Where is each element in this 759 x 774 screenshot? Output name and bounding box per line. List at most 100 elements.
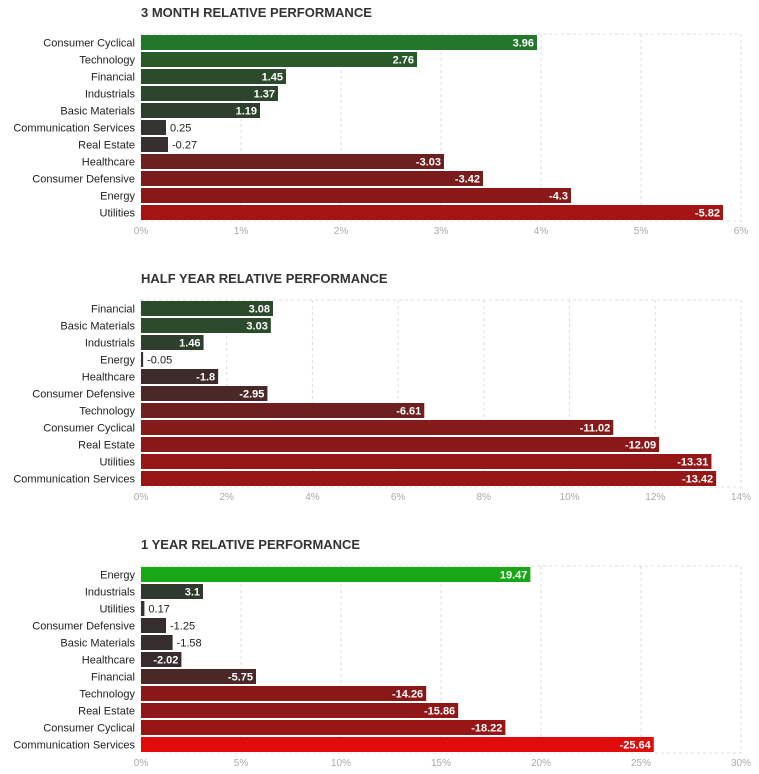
bar bbox=[141, 86, 278, 101]
x-tick-label: 0% bbox=[134, 226, 149, 237]
x-tick-label: 0% bbox=[134, 758, 149, 769]
bar-value-label: -4.3 bbox=[549, 191, 568, 203]
x-tick-label: 3% bbox=[434, 226, 449, 237]
bar bbox=[141, 103, 260, 118]
bar bbox=[141, 154, 444, 169]
x-tick-label: 8% bbox=[477, 492, 492, 503]
bar bbox=[141, 720, 506, 735]
bar-value-label: -2.95 bbox=[239, 389, 264, 401]
category-label: Consumer Defensive bbox=[32, 389, 135, 401]
chart-title: 3 MONTH RELATIVE PERFORMANCE bbox=[141, 5, 372, 20]
bar bbox=[141, 737, 654, 752]
bar bbox=[141, 618, 166, 633]
category-label: Technology bbox=[79, 55, 135, 67]
x-tick-label: 2% bbox=[334, 226, 349, 237]
bar bbox=[141, 335, 204, 350]
category-label: Real Estate bbox=[78, 140, 135, 152]
x-tick-label: 5% bbox=[234, 758, 249, 769]
category-label: Technology bbox=[79, 689, 135, 701]
bar-value-label: -5.75 bbox=[228, 672, 253, 684]
x-tick-label: 20% bbox=[531, 758, 551, 769]
bar-value-label: -0.05 bbox=[147, 355, 172, 367]
bar bbox=[141, 652, 182, 667]
bar bbox=[141, 301, 273, 316]
bar-value-label: 3.1 bbox=[185, 587, 200, 599]
category-label: Utilities bbox=[100, 457, 136, 469]
category-label: Consumer Cyclical bbox=[43, 38, 135, 50]
bar-value-label: 1.37 bbox=[254, 89, 275, 101]
category-label: Consumer Cyclical bbox=[43, 423, 135, 435]
bar-value-label: -18.22 bbox=[471, 723, 502, 735]
bar bbox=[141, 318, 271, 333]
bar bbox=[141, 454, 712, 469]
bar-value-label: -11.02 bbox=[580, 423, 611, 435]
chart-title: 1 YEAR RELATIVE PERFORMANCE bbox=[141, 537, 361, 552]
category-label: Real Estate bbox=[78, 706, 135, 718]
category-label: Utilities bbox=[100, 208, 136, 220]
bar bbox=[141, 69, 286, 84]
x-tick-label: 1% bbox=[234, 226, 249, 237]
bar-value-label: 1.45 bbox=[262, 72, 283, 84]
bar-value-label: 0.25 bbox=[170, 123, 191, 135]
bar-value-label: -12.09 bbox=[625, 440, 656, 452]
chart-svg: 0% 5% 10% 15% 20% 25% 30% Energy 19.47 Industrial… bbox=[13, 565, 751, 769]
bar-value-label: -1.58 bbox=[177, 638, 202, 650]
bar bbox=[141, 35, 537, 50]
category-label: Consumer Defensive bbox=[32, 621, 135, 633]
bar-value-label: -0.27 bbox=[172, 140, 197, 152]
bar-value-label: -3.42 bbox=[455, 174, 480, 186]
x-tick-label: 0% bbox=[134, 492, 149, 503]
category-label: Energy bbox=[100, 570, 135, 582]
bar-value-label: -13.42 bbox=[682, 474, 713, 486]
bar bbox=[141, 635, 173, 650]
bar-value-label: -2.02 bbox=[153, 655, 178, 667]
category-label: Energy bbox=[100, 191, 135, 203]
category-label: Communication Services bbox=[13, 474, 135, 486]
bar bbox=[141, 171, 483, 186]
category-label: Basic Materials bbox=[60, 321, 135, 333]
bar-value-label: 1.19 bbox=[236, 106, 257, 118]
category-label: Industrials bbox=[85, 89, 136, 101]
bar bbox=[141, 369, 219, 384]
bar-value-label: 2.76 bbox=[393, 55, 414, 67]
bar-value-label: -25.64 bbox=[620, 740, 652, 752]
category-label: Healthcare bbox=[82, 655, 135, 667]
category-label: Financial bbox=[91, 72, 135, 84]
category-label: Financial bbox=[91, 672, 135, 684]
bar-value-label: -1.8 bbox=[196, 372, 215, 384]
x-tick-label: 4% bbox=[305, 492, 320, 503]
bar-value-label: 1.46 bbox=[179, 338, 200, 350]
x-tick-label: 10% bbox=[560, 492, 580, 503]
x-tick-label: 6% bbox=[391, 492, 406, 503]
x-tick-label: 12% bbox=[645, 492, 665, 503]
x-tick-label: 30% bbox=[731, 758, 751, 769]
bar-value-label: 3.08 bbox=[249, 304, 270, 316]
bar-value-label: -5.82 bbox=[695, 208, 720, 220]
x-tick-label: 4% bbox=[534, 226, 549, 237]
category-label: Healthcare bbox=[82, 372, 135, 384]
bar bbox=[141, 52, 417, 67]
category-label: Basic Materials bbox=[60, 106, 135, 118]
bar-value-label: -14.26 bbox=[392, 689, 423, 701]
bar-value-label: -13.31 bbox=[677, 457, 708, 469]
bar-value-label: 0.17 bbox=[148, 604, 169, 616]
bar bbox=[141, 584, 203, 599]
chart-svg: 0% 2% 4% 6% 8% 10% 12% 14% Financial 3.08 Basic Ma… bbox=[13, 299, 751, 503]
bar bbox=[141, 205, 723, 220]
category-label: Healthcare bbox=[82, 157, 135, 169]
bar-value-label: 19.47 bbox=[500, 570, 528, 582]
x-tick-label: 25% bbox=[631, 758, 651, 769]
bar-value-label: -6.61 bbox=[396, 406, 421, 418]
chart-title: HALF YEAR RELATIVE PERFORMANCE bbox=[141, 271, 388, 286]
x-tick-label: 6% bbox=[734, 226, 749, 237]
bar bbox=[141, 352, 144, 367]
bar bbox=[141, 437, 660, 452]
category-label: Industrials bbox=[85, 338, 136, 350]
category-label: Industrials bbox=[85, 587, 136, 599]
bar bbox=[141, 567, 531, 582]
category-label: Technology bbox=[79, 406, 135, 418]
category-label: Consumer Cyclical bbox=[43, 723, 135, 735]
bar bbox=[141, 686, 427, 701]
bar-value-label: -15.86 bbox=[424, 706, 455, 718]
category-label: Utilities bbox=[100, 604, 136, 616]
